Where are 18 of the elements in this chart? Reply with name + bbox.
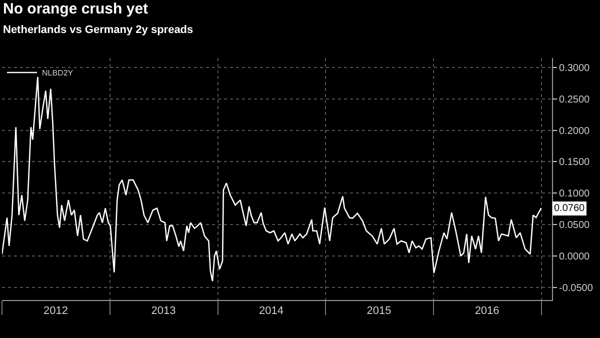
chart-title: No orange crush yet <box>3 0 148 18</box>
line-series <box>2 76 542 282</box>
x-tick-label: 2012 <box>43 305 68 318</box>
y-tick-label: 0.2000 <box>559 126 590 137</box>
chart-subtitle: Netherlands vs Germany 2y spreads <box>3 24 194 36</box>
y-tick-label: 0.1500 <box>559 157 590 168</box>
data-label: 0.0760 <box>554 203 586 214</box>
x-tick-label: 2015 <box>366 305 392 318</box>
x-tick-label: 2013 <box>151 305 176 318</box>
x-tick-label: 2016 <box>474 305 500 318</box>
y-tick-label: -0.0500 <box>559 282 594 294</box>
y-tick-label: 0.0500 <box>559 220 590 232</box>
y-tick-label: 0.1000 <box>559 188 590 200</box>
x-tick-label: 2014 <box>259 305 284 318</box>
y-tick-label: 0.0000 <box>559 252 590 262</box>
y-tick-label: 0.2500 <box>559 94 590 106</box>
legend-label: NLBD2Y <box>42 68 74 78</box>
y-tick-label: 0.3000 <box>559 62 590 74</box>
